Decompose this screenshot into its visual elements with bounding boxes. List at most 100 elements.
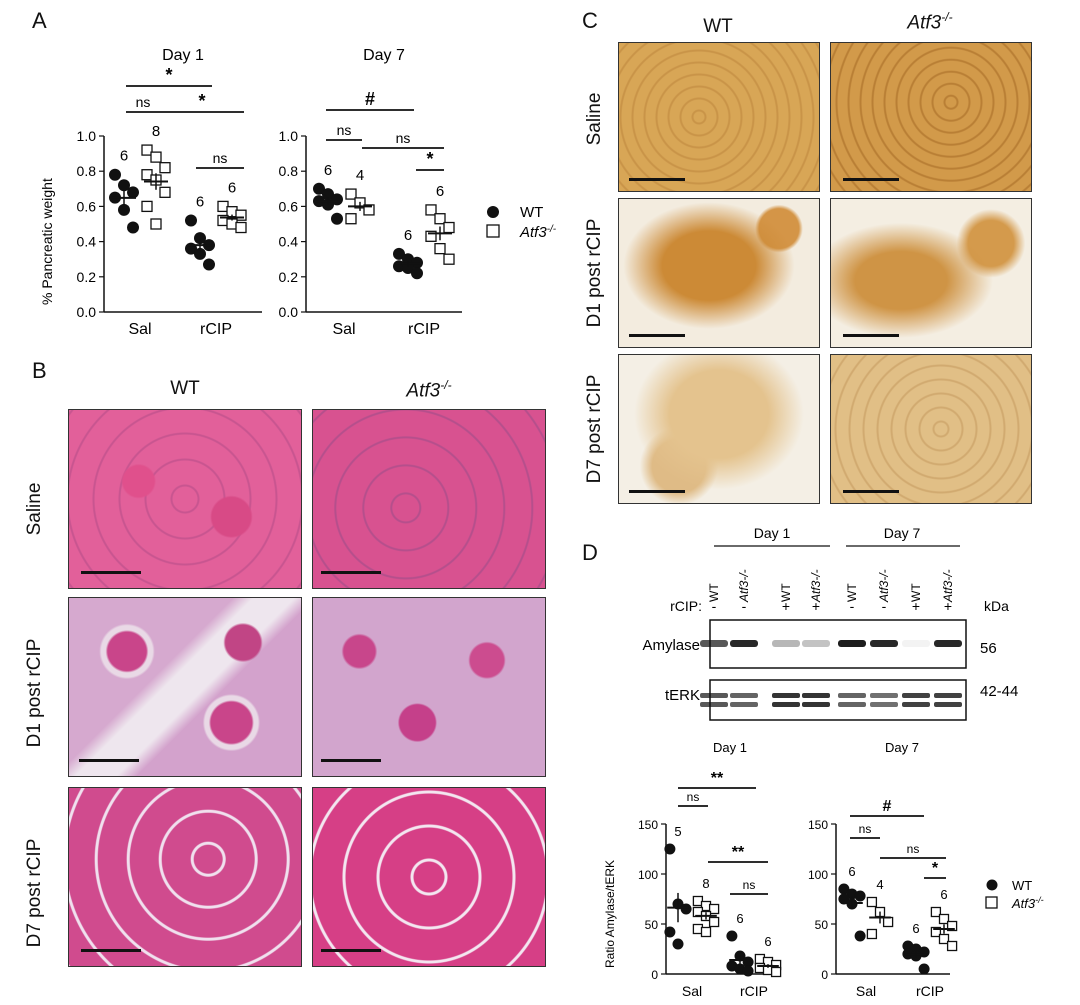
data-point-wt <box>393 247 405 260</box>
data-point-wt <box>411 256 423 269</box>
significance-label: ns <box>337 122 352 138</box>
ihc-image-wt-saline <box>618 42 820 192</box>
scale-bar <box>843 178 899 181</box>
data-point-wt <box>194 232 206 245</box>
band-terk-lower <box>838 702 866 707</box>
significance-label: ns <box>859 822 872 836</box>
n-label: 4 <box>876 877 883 892</box>
band-terk-lower <box>772 702 800 707</box>
significance-label: ** <box>732 844 745 861</box>
data-point-ko <box>345 213 357 225</box>
band-terk-upper <box>730 693 758 698</box>
legend-label-ko: Atf3-/- <box>1011 895 1044 911</box>
scale-bar <box>629 490 685 493</box>
data-point-wt <box>127 221 139 234</box>
lane-treatment: + <box>912 598 920 614</box>
panel-d-charts: Day 1 Day 7 0 50 100 150 Sal rCIP 5 8 6 6 ** ns ** ns 0 5… <box>603 740 1044 999</box>
n-label: 8 <box>702 876 709 891</box>
ihc-image-wt-d1 <box>618 198 820 348</box>
data-point-wt <box>664 843 676 855</box>
n-label: 6 <box>912 921 919 936</box>
lane-genotype: WT <box>707 583 721 602</box>
n-label: 6 <box>228 179 236 196</box>
scale-bar <box>81 949 141 952</box>
data-point-ko <box>708 903 720 915</box>
legend-marker-ko <box>486 224 500 238</box>
data-point-wt <box>313 182 325 195</box>
panel-c-col-wt: WT <box>703 16 733 37</box>
n-label: 5 <box>674 824 681 839</box>
band-amylase <box>730 640 758 647</box>
lane-treatment: - <box>742 598 747 614</box>
x-tick-label: Sal <box>332 321 355 338</box>
data-point-wt <box>194 247 206 260</box>
data-point-ko <box>930 926 942 938</box>
kda-value: 42-44 <box>980 683 1018 700</box>
data-point-ko <box>434 213 446 225</box>
band-terk-upper <box>870 693 898 698</box>
band-terk-lower <box>902 702 930 707</box>
data-point-ko <box>363 204 375 216</box>
legend-label-ko: Atf3-/- <box>519 224 557 242</box>
he-image-ko-d1 <box>312 597 546 777</box>
x-tick-label: Sal <box>128 321 151 338</box>
data-point-ko <box>434 242 446 255</box>
band-amylase <box>934 640 962 647</box>
data-point-wt <box>838 893 850 905</box>
data-point-ko <box>866 896 878 908</box>
data-point-wt <box>838 883 850 895</box>
panel-b-col-ko: Atf3-/- <box>406 378 452 402</box>
n-label: 4 <box>356 167 364 184</box>
rcip-label: rCIP: <box>670 598 702 614</box>
n-label: 6 <box>436 183 444 200</box>
y-tick-label: 0.4 <box>77 234 97 250</box>
lane-treatment: + <box>782 598 790 614</box>
data-point-wt <box>331 212 343 225</box>
data-point-ko <box>141 200 153 213</box>
group-label: Day 7 <box>884 525 921 541</box>
lane-treatment: - <box>850 598 855 614</box>
data-point-wt <box>664 926 676 938</box>
lane-genotype: Atf3-/- <box>809 569 823 603</box>
data-point-wt <box>322 188 334 201</box>
ihc-image-ko-d1 <box>830 198 1032 348</box>
data-point-wt <box>672 938 684 950</box>
x-tick-label: rCIP <box>200 321 232 338</box>
chart-title: Day 1 <box>162 47 204 64</box>
ihc-image-wt-d7 <box>618 354 820 504</box>
y-tick-label: 0 <box>821 968 828 982</box>
data-point-ko <box>235 209 247 221</box>
chart-title: Day 1 <box>713 740 747 755</box>
band-amylase <box>772 640 800 647</box>
lane-genotype: Atf3-/- <box>737 569 751 603</box>
data-point-wt <box>680 903 692 915</box>
scale-bar <box>843 490 899 493</box>
panel-label-a: A <box>32 8 47 33</box>
band-amylase <box>902 640 930 647</box>
data-point-ko <box>159 162 171 174</box>
data-point-ko <box>938 913 950 925</box>
data-point-wt <box>854 930 866 942</box>
scale-bar <box>843 334 899 337</box>
band-terk-upper <box>700 693 728 698</box>
x-tick-label: Sal <box>856 983 876 999</box>
data-point-ko <box>866 928 878 940</box>
he-image-ko-d7 <box>312 787 546 967</box>
data-point-wt <box>742 965 754 977</box>
x-tick-label: Sal <box>682 983 702 999</box>
scale-bar <box>321 759 381 762</box>
significance-label: ns <box>743 878 756 892</box>
n-label: 6 <box>764 934 771 949</box>
y-tick-label: 100 <box>808 868 828 882</box>
significance-label: * <box>932 860 939 877</box>
band-label: tERK <box>665 687 700 704</box>
panel-label-b: B <box>32 358 47 383</box>
legend-marker-ko <box>985 896 998 909</box>
panel-c-row-saline: Saline <box>584 92 605 146</box>
data-point-wt <box>203 258 215 271</box>
data-point-wt <box>402 262 414 274</box>
lane-treatment: - <box>712 598 717 614</box>
y-axis-label: % Pancreatic weight <box>39 178 55 305</box>
band-amylase <box>802 640 830 647</box>
